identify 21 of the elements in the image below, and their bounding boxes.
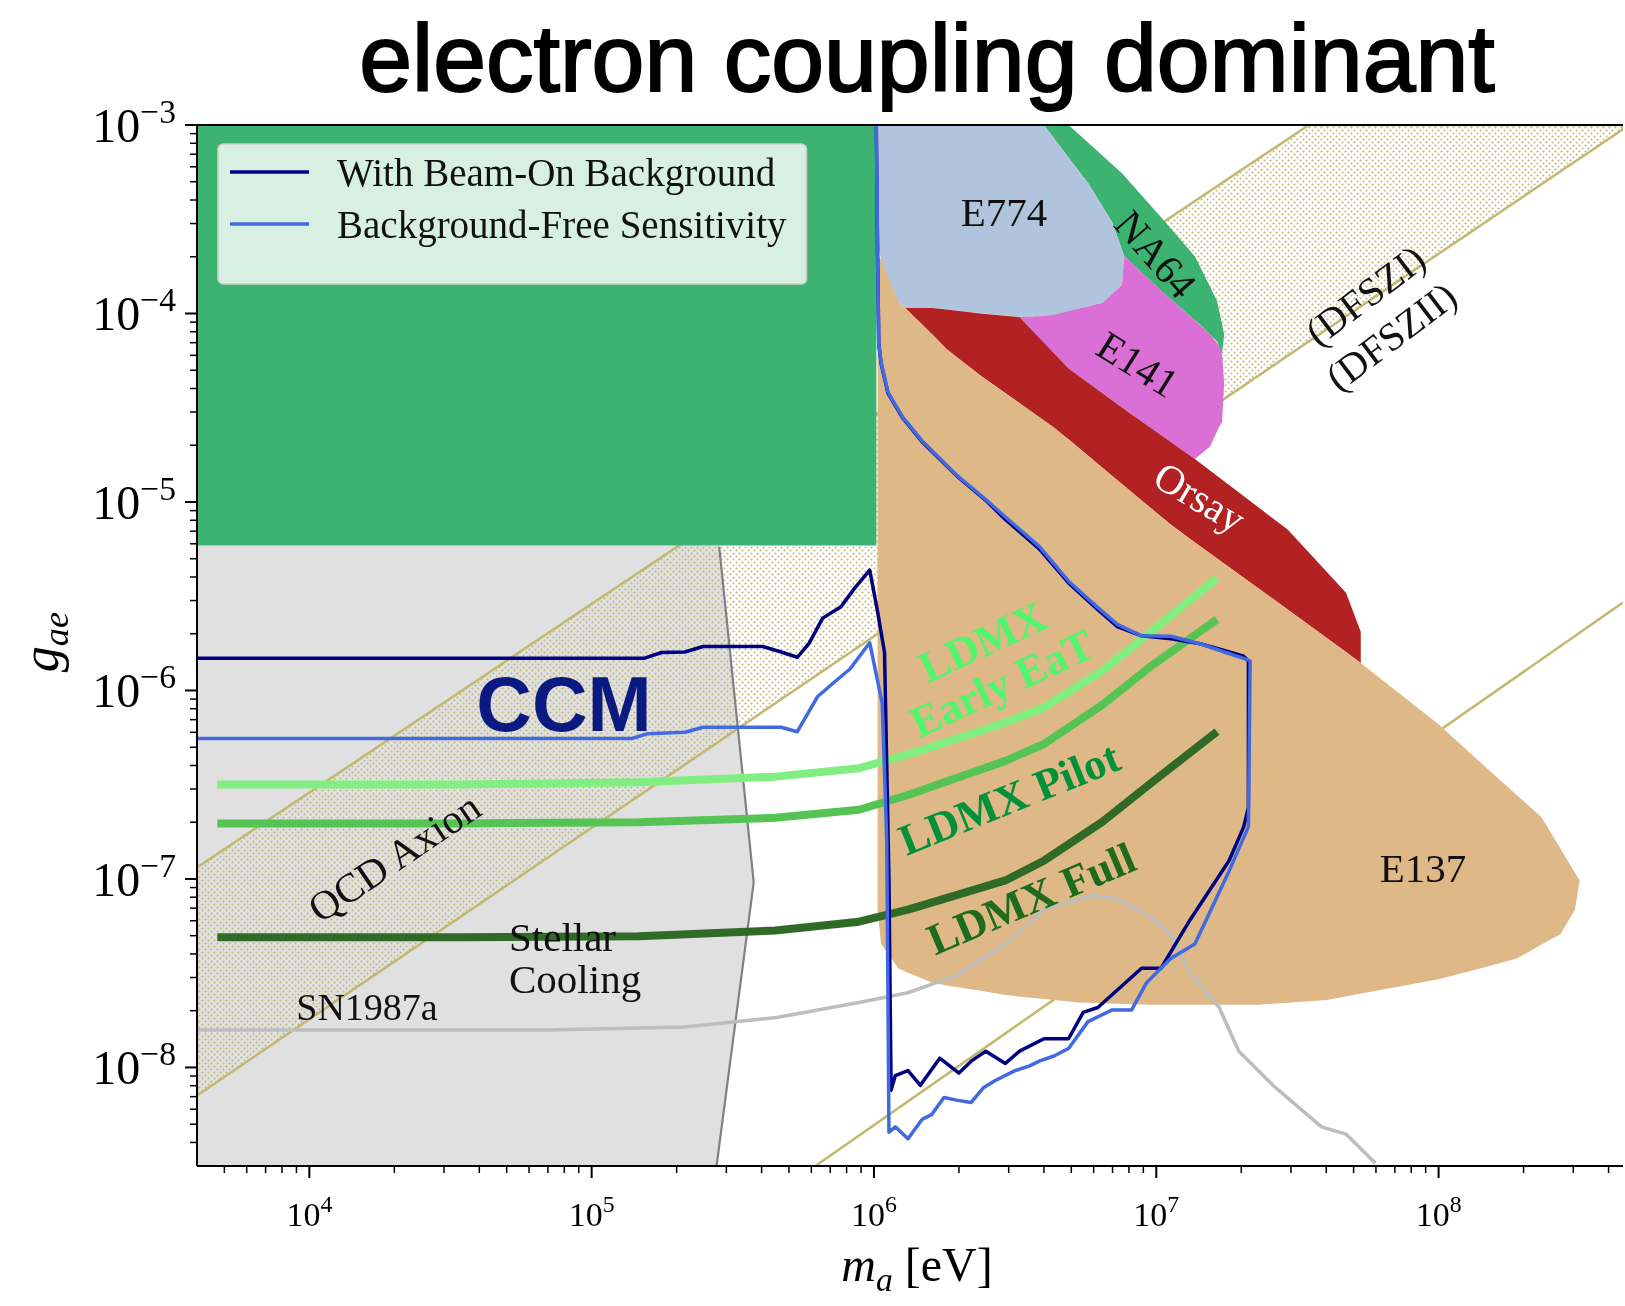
x-tick-label: 10$^{4}$: [286, 1191, 333, 1233]
x-tick-label: 10$^{6}$: [851, 1191, 898, 1233]
annotation: CCM: [476, 660, 652, 747]
legend-label: With Beam-On Background: [337, 151, 776, 195]
x-tick-label: 10$^{5}$: [568, 1191, 615, 1233]
y-tick-label: 10$^{−8}$: [92, 1035, 176, 1095]
y-tick-label: 10$^{−4}$: [92, 281, 177, 341]
x-tick-label: 10$^{7}$: [1133, 1191, 1180, 1233]
y-tick-label: 10$^{−3}$: [92, 92, 176, 152]
legend-label: Background-Free Sensitivity: [337, 203, 788, 247]
annotation: Orsay: [1146, 452, 1255, 543]
y-tick-label: 10$^{−5}$: [92, 469, 176, 529]
x-axis-title: m$_{a}$ [eV]: [841, 1238, 993, 1298]
annotation: E774: [960, 189, 1048, 236]
chart-title: electron coupling dominant: [359, 5, 1495, 111]
annotation: SN1987a: [296, 986, 438, 1029]
y-tick-label: 10$^{−6}$: [92, 658, 176, 718]
annotation: E141: [1088, 321, 1187, 407]
x-tick-label: 10$^{8}$: [1415, 1191, 1462, 1233]
annotation: E137: [1379, 845, 1467, 892]
y-tick-label: 10$^{−7}$: [92, 846, 176, 906]
